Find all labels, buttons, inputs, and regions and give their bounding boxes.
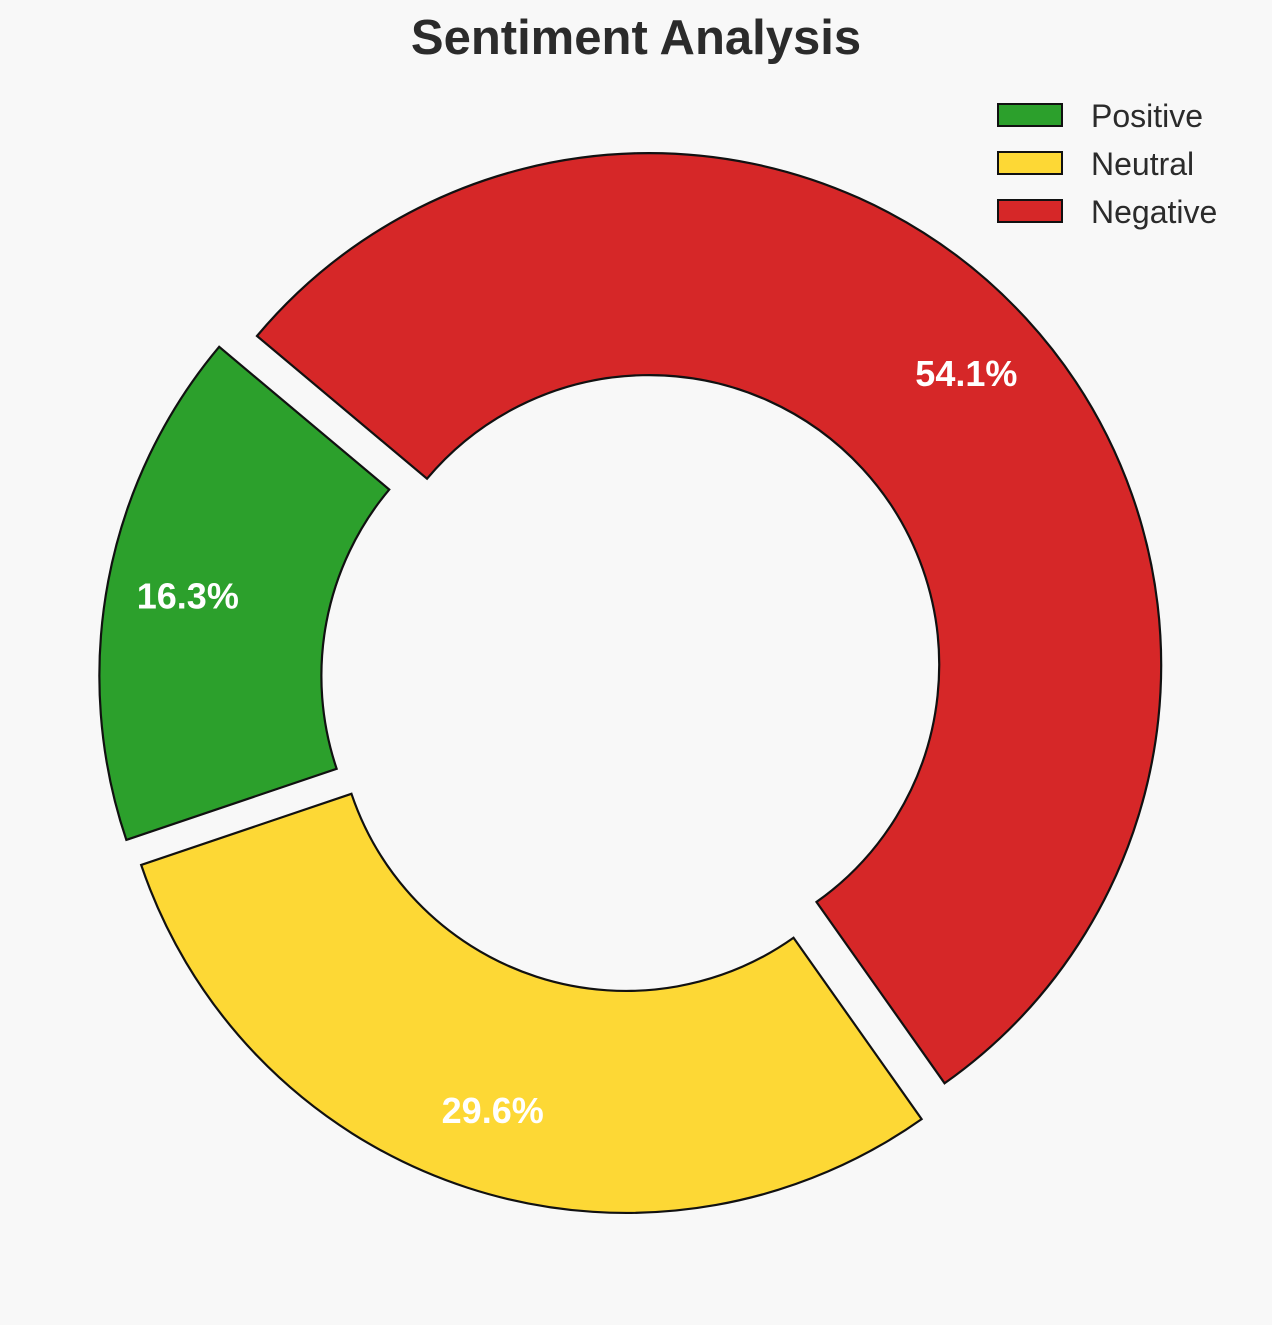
slice-label-negative: 54.1%: [915, 353, 1017, 394]
legend-swatch-neutral: [997, 151, 1063, 175]
legend-item-positive: Positive: [994, 96, 1244, 136]
legend-label-positive: Positive: [1091, 98, 1204, 134]
donut-slice-neutral: [139, 792, 924, 1215]
donut-slice-negative: [255, 152, 1163, 1085]
legend-swatch-positive: [997, 103, 1063, 127]
slice-label-neutral: 29.6%: [442, 1090, 544, 1131]
legend-item-neutral: Neutral: [994, 144, 1244, 184]
legend-label-negative: Negative: [1091, 194, 1218, 230]
donut-slice-positive: [98, 345, 391, 842]
legend-item-negative: Negative: [994, 192, 1244, 232]
chart-title: Sentiment Analysis: [410, 11, 862, 65]
legend-label-neutral: Neutral: [1091, 146, 1195, 182]
slice-label-positive: 16.3%: [137, 576, 239, 617]
legend-swatch-negative: [997, 199, 1063, 223]
